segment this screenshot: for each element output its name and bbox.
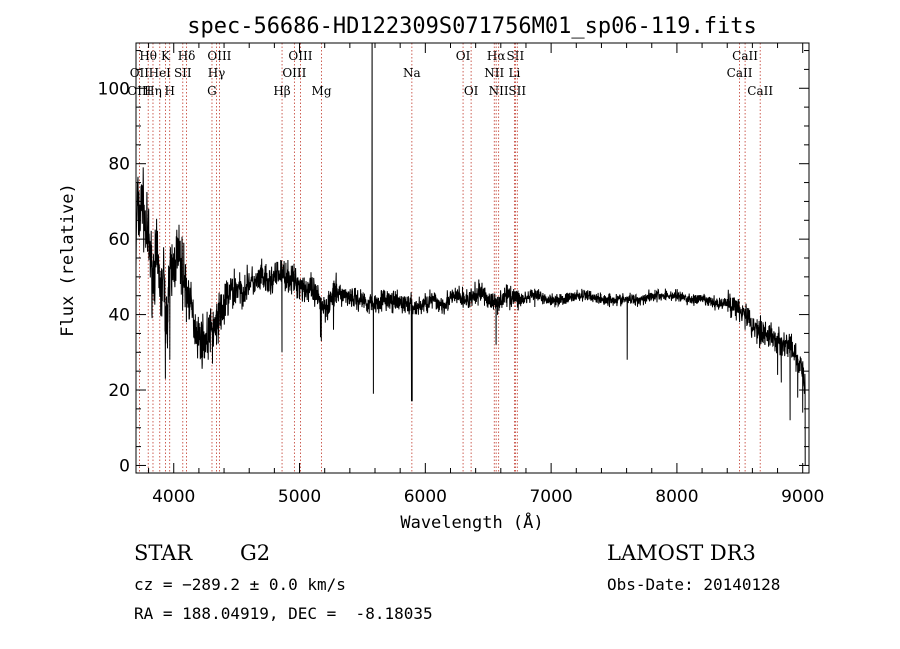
line-marker-label: Hθ — [139, 49, 157, 63]
survey-name: LAMOST DR3 — [607, 541, 756, 565]
redshift-readout: cz = −289.2 ± 0.0 km/s — [134, 575, 346, 594]
line-marker-label: Na — [403, 66, 421, 80]
observation-date: Obs-Date: 20140128 — [607, 575, 780, 594]
line-marker-label: OIII — [127, 84, 151, 98]
line-marker-label: Hγ — [208, 66, 226, 80]
plot-frame — [135, 42, 810, 474]
spectrum-line — [136, 43, 806, 473]
line-marker-label: SII — [174, 66, 192, 80]
x-axis-ticks: 4000 5000 6000 7000 8000 9000 — [148, 43, 824, 507]
line-marker-label: Li — [508, 66, 520, 80]
line-marker-label: OII — [130, 66, 150, 80]
x-tick-label: 7000 — [529, 487, 572, 507]
line-marker-label: OI — [456, 49, 471, 63]
plot-area — [136, 43, 806, 473]
x-axis-label: Wavelength (Å) — [400, 511, 543, 533]
line-marker-label: Mg — [312, 84, 332, 98]
line-marker-label: K — [161, 49, 171, 63]
line-marker-label: OI — [464, 84, 479, 98]
line-marker-label: CaII — [732, 49, 758, 63]
line-marker-label: CaII — [747, 84, 773, 98]
line-marker-label: H — [164, 84, 174, 98]
line-marker-label: Hδ — [178, 49, 196, 63]
line-marker-label: G — [207, 84, 217, 98]
y-tick-label: 80 — [108, 155, 130, 175]
x-tick-label: 8000 — [655, 487, 698, 507]
y-tick-label: 40 — [108, 306, 130, 326]
object-subclass: G2 — [240, 541, 270, 565]
line-marker-label: OIII — [282, 66, 306, 80]
line-marker-label: Hη — [144, 84, 162, 98]
line-marker-label: Hβ — [273, 84, 290, 98]
y-tick-label: 100 — [98, 79, 130, 99]
line-marker-label: NII — [484, 66, 504, 80]
y-axis-ticks: 0 20 40 60 80 100 — [98, 50, 809, 476]
line-marker-label: OIII — [207, 49, 231, 63]
y-axis-label: Flux (relative) — [58, 183, 78, 337]
x-tick-label: 9000 — [781, 487, 824, 507]
x-tick-label: 6000 — [404, 487, 447, 507]
y-tick-label: 0 — [119, 456, 130, 476]
line-marker-label: OIII — [288, 49, 312, 63]
x-tick-label: 5000 — [278, 487, 321, 507]
y-tick-label: 20 — [108, 381, 130, 401]
line-marker-label: Hα — [487, 49, 506, 63]
y-tick-label: 60 — [108, 230, 130, 250]
line-marker-label: CaII — [727, 66, 753, 80]
coordinates-readout: RA = 188.04919, DEC = -8.18035 — [134, 604, 433, 623]
object-class: STAR — [134, 541, 193, 565]
line-marker-label: SII — [507, 49, 525, 63]
line-marker-label: NII — [489, 84, 509, 98]
x-tick-label: 4000 — [152, 487, 195, 507]
chart-title: spec-56686-HD122309S071756M01_sp06-119.f… — [187, 14, 757, 39]
line-marker-label: HeI — [149, 66, 172, 80]
line-marker-label: SII — [508, 84, 526, 98]
